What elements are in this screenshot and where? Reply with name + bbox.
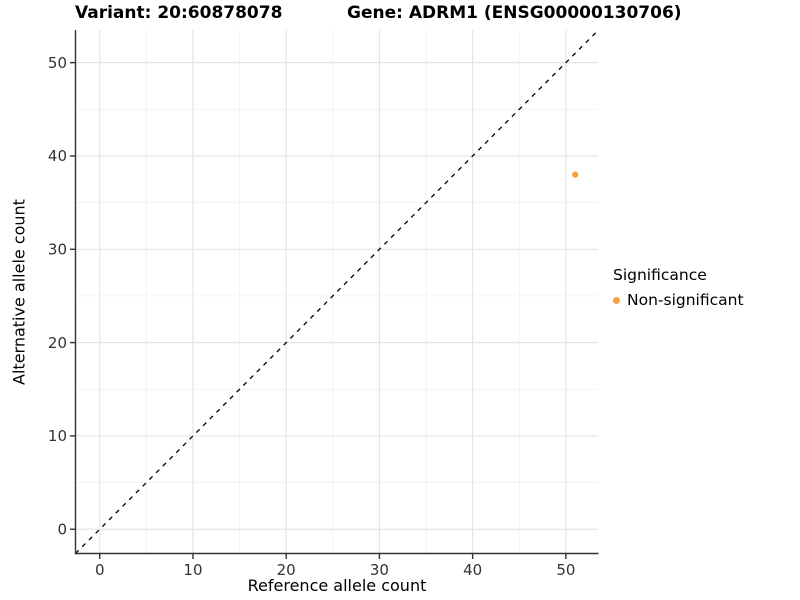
axis-lines	[74, 30, 599, 555]
legend-item: Non-significant	[613, 291, 744, 309]
legend-item-label: Non-significant	[627, 291, 744, 309]
tick-labels: 0 10 20 30 40 50 0 10 20 30 40 50	[48, 54, 576, 579]
legend-marker-circle	[613, 296, 620, 304]
legend-title: Significance	[613, 266, 707, 284]
gridlines-minor	[75, 30, 599, 554]
legend: Significance Non-significant	[613, 266, 744, 309]
y-tick-label: 30	[48, 240, 67, 258]
tick-marks	[70, 61, 567, 559]
y-tick-label: 50	[48, 54, 67, 72]
identity-line	[75, 29, 599, 554]
x-tick-label: 10	[183, 561, 202, 579]
y-axis-title: Alternative allele count	[9, 199, 29, 385]
data-points	[572, 171, 579, 178]
x-axis-title: Reference allele count	[247, 576, 427, 595]
plot-title-variant: Variant: 20:60878078	[75, 3, 283, 23]
x-tick-label: 20	[277, 561, 296, 579]
legend-items: Non-significant	[613, 291, 744, 309]
plot-title-gene: Gene: ADRM1 (ENSG00000130706)	[347, 3, 682, 23]
x-tick-label: 0	[95, 561, 105, 579]
identity-dashed-line	[75, 29, 599, 554]
y-tick-label: 20	[48, 334, 67, 352]
gridlines-major	[75, 30, 599, 554]
x-tick-label: 50	[556, 561, 575, 579]
x-tick-label: 40	[463, 561, 482, 579]
y-tick-label: 0	[57, 520, 67, 538]
scatter-point	[572, 171, 579, 178]
y-tick-label: 10	[48, 427, 67, 445]
y-tick-label: 40	[48, 147, 67, 165]
x-tick-label: 30	[370, 561, 389, 579]
